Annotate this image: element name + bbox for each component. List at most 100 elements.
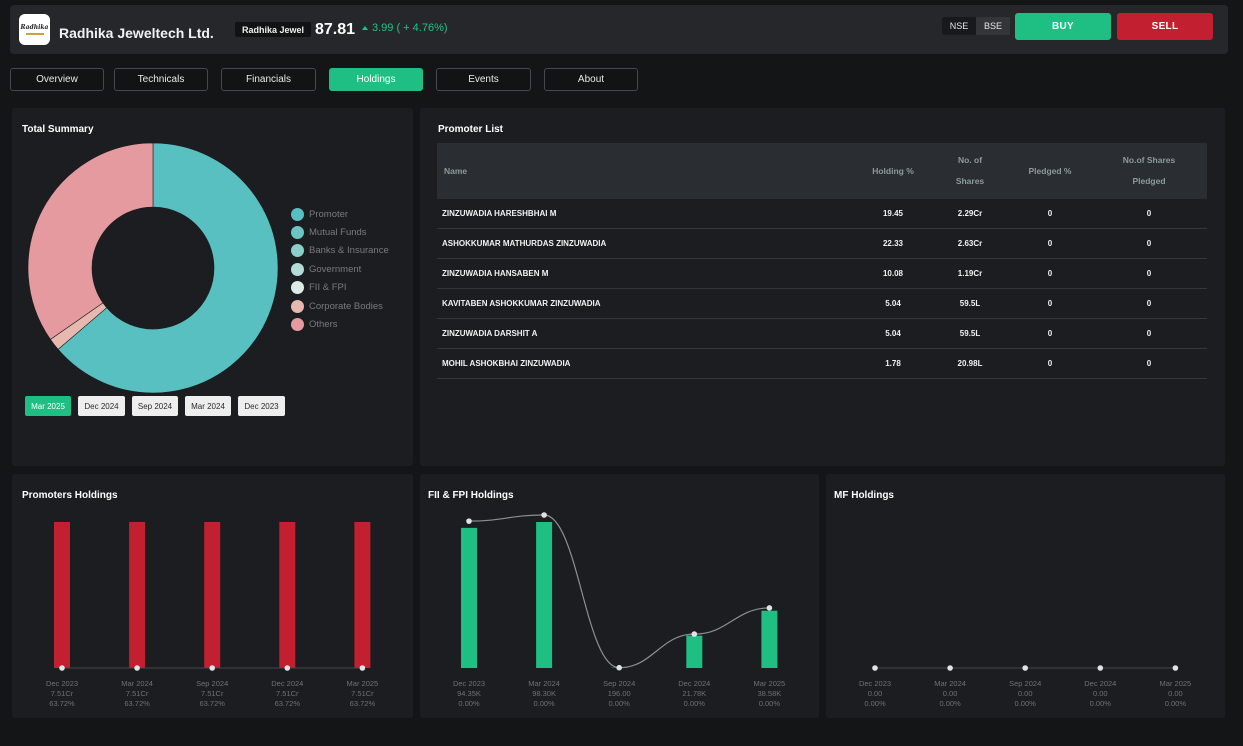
legend-item-fii-fpi[interactable]: FII & FPI — [291, 279, 389, 297]
legend-swatch — [291, 207, 304, 221]
promoters-percent-label: 63.72% — [124, 699, 150, 708]
legend-label: Government — [309, 263, 362, 275]
fii-fpi-percent-label: 0.00% — [609, 699, 631, 708]
shares-pledged: 0 — [1146, 299, 1152, 308]
legend-item-promoter[interactable]: Promoter — [291, 205, 389, 223]
donut-legend: Promoter Mutual Funds Banks & Insurance … — [291, 205, 389, 334]
mf-value-label: 0.00 — [943, 689, 958, 698]
fii-fpi-bar[interactable] — [461, 527, 477, 668]
fii-fpi-bar[interactable] — [686, 635, 703, 668]
fii-fpi-x-label: Dec 2023 — [453, 679, 485, 688]
fii-fpi-bar[interactable] — [761, 610, 778, 668]
promoters-bar[interactable] — [354, 522, 371, 668]
promoter-name: ZINZUWADIA HARESHBHAI M — [442, 209, 557, 218]
fii-fpi-x-label: Dec 2024 — [678, 679, 710, 688]
promoters-point[interactable] — [134, 665, 140, 671]
promoters-x-label: Dec 2023 — [46, 679, 78, 688]
legend-label: Others — [309, 319, 338, 331]
fii-fpi-percent-label: 0.00% — [458, 699, 480, 708]
promoter-name: ZINZUWADIA DARSHIT A — [442, 329, 538, 338]
fii-fpi-point[interactable] — [766, 605, 773, 611]
promoters-point[interactable] — [359, 665, 366, 671]
legend-label: Promoter — [309, 208, 349, 220]
period-sep-2024[interactable]: Sep 2024 — [132, 396, 178, 416]
mf-point[interactable] — [947, 665, 953, 671]
period-dec-2023[interactable]: Dec 2023 — [238, 396, 285, 416]
mf-point[interactable] — [1172, 665, 1179, 671]
pledged-percent: 0 — [1047, 209, 1053, 218]
tab-holdings[interactable]: Holdings — [329, 68, 423, 91]
mf-point[interactable] — [872, 665, 878, 671]
holding-percent: 1.78 — [885, 359, 901, 368]
promoters-point[interactable] — [209, 665, 215, 671]
tab-technicals[interactable]: Technicals — [114, 68, 208, 91]
mf-point[interactable] — [1097, 665, 1104, 671]
period-mar-2025[interactable]: Mar 2025 — [25, 396, 71, 416]
sell-button[interactable]: SELL — [1117, 13, 1213, 40]
holding-percent: 22.33 — [882, 239, 904, 248]
fii-fpi-point[interactable] — [466, 518, 472, 524]
exchange-nse[interactable]: NSE — [949, 21, 969, 31]
mf-percent-label: 0.00% — [1165, 699, 1187, 708]
tab-overview[interactable]: Overview — [10, 68, 104, 91]
fii-fpi-point[interactable] — [691, 631, 698, 637]
mf-x-label: Mar 2025 — [1160, 679, 1192, 688]
promoters-x-label: Mar 2024 — [121, 679, 153, 688]
period-dec-2024[interactable]: Dec 2024 — [78, 396, 125, 416]
legend-label: Corporate Bodies — [309, 300, 383, 312]
legend-item-government[interactable]: Government — [291, 260, 389, 278]
table-row: MOHIL ASHOKBHAI ZINZUWADIA 1.78 20.98L 0 0 — [437, 349, 1207, 379]
promoters-point[interactable] — [59, 665, 65, 671]
fii-fpi-bar[interactable] — [536, 522, 553, 668]
legend-swatch — [291, 226, 304, 240]
column-header-pledged: Pledged % — [1028, 165, 1072, 176]
promoters-bar[interactable] — [279, 522, 296, 668]
period-mar-2024[interactable]: Mar 2024 — [185, 396, 231, 416]
fii-fpi-value-label: 196.00 — [608, 689, 631, 698]
mf-point[interactable] — [1022, 665, 1028, 671]
legend-item-others[interactable]: Others — [291, 315, 389, 333]
holding-percent: 5.04 — [885, 329, 901, 338]
promoters-percent-label: 63.72% — [49, 699, 75, 708]
legend-swatch — [291, 281, 304, 295]
pledged-percent: 0 — [1047, 299, 1053, 308]
fii-fpi-holdings-panel — [420, 474, 819, 718]
promoters-x-label: Mar 2025 — [347, 679, 379, 688]
promoters-bar[interactable] — [204, 522, 221, 668]
fii-fpi-point[interactable] — [616, 664, 622, 671]
fii-fpi-value-label: 38.58K — [758, 689, 782, 698]
table-body: ZINZUWADIA HARESHBHAI M 19.45 2.29Cr 0 0 ASHO… — [437, 199, 1207, 379]
shares-pledged: 0 — [1146, 209, 1152, 218]
legend-label: Banks & Insurance — [309, 245, 389, 257]
mf-percent-label: 0.00% — [1015, 699, 1037, 708]
company-name: Radhika Jeweltech Ltd. — [59, 25, 214, 41]
promoters-bar[interactable] — [129, 522, 146, 668]
promoter-table: Name Holding % No. of Shares Pledged % No… — [437, 143, 1207, 379]
shares-count: 20.98L — [957, 359, 983, 368]
legend-item-mutual-funds[interactable]: Mutual Funds — [291, 223, 389, 241]
pledged-percent: 0 — [1047, 329, 1053, 338]
period-selector: Mar 2025 Dec 2024 Sep 2024 Mar 2024 Dec … — [25, 396, 285, 416]
buy-button[interactable]: BUY — [1015, 13, 1111, 40]
promoters-bar[interactable] — [54, 522, 70, 668]
holding-percent: 10.08 — [882, 269, 904, 278]
fii-fpi-point[interactable] — [541, 512, 547, 518]
promoter-name: ZINZUWADIA HANSABEN M — [442, 269, 549, 278]
promoter-name: KAVITABEN ASHOKKUMAR ZINZUWADIA — [442, 299, 601, 308]
tab-about[interactable]: About — [544, 68, 638, 91]
promoters-value-label: 7.51Cr — [351, 689, 374, 698]
legend-item-corporate-bodies[interactable]: Corporate Bodies — [291, 297, 389, 315]
table-row: KAVITABEN ASHOKKUMAR ZINZUWADIA 5.04 59.5L… — [437, 289, 1207, 319]
tab-financials[interactable]: Financials — [221, 68, 316, 91]
shares-count: 59.5L — [959, 329, 981, 338]
promoter-name: MOHIL ASHOKBHAI ZINZUWADIA — [442, 359, 571, 368]
exchange-bse[interactable]: BSE — [976, 17, 1010, 35]
logo-underline — [25, 33, 44, 35]
shares-count: 2.29Cr — [957, 209, 983, 218]
mf-value-label: 0.00 — [868, 689, 883, 698]
legend-item-banks-insurance[interactable]: Banks & Insurance — [291, 242, 389, 260]
fii-fpi-x-label: Mar 2025 — [754, 679, 786, 688]
tab-events[interactable]: Events — [436, 68, 531, 91]
promoters-point[interactable] — [284, 665, 291, 671]
